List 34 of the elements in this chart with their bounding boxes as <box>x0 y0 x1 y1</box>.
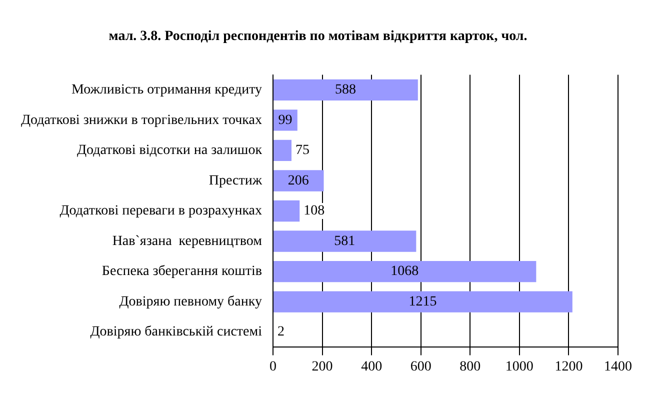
y-tick-label: Додаткові переваги в розрахунках <box>60 204 262 219</box>
data-label: 206 <box>288 173 309 188</box>
chart-title: мал. 3.8. Росподіл респондентів по мотівам відкриття карток, чол. <box>108 29 528 44</box>
bar <box>274 200 300 222</box>
x-tick-label: 0 <box>270 359 276 374</box>
x-tick-label: 400 <box>361 359 382 374</box>
x-tick-label: 1400 <box>604 359 632 374</box>
y-tick-label: Додаткові знижки в торгівельних точках <box>20 112 262 128</box>
data-label: 99 <box>278 112 292 128</box>
y-tick-label: Довіряю банківській системі <box>90 324 262 340</box>
y-tick-label: Додаткові відсотки на залишок <box>76 143 262 158</box>
data-label: 581 <box>334 234 356 249</box>
x-tick-label: 1200 <box>554 359 583 374</box>
bar <box>274 291 572 312</box>
data-label: 1068 <box>390 264 419 280</box>
data-label: 1215 <box>408 294 437 310</box>
data-label: 588 <box>334 82 356 98</box>
y-tick-label: Престиж <box>208 173 262 188</box>
x-tick-label: 800 <box>460 359 481 374</box>
bar <box>274 140 292 162</box>
bar <box>274 79 418 101</box>
bar <box>274 170 324 192</box>
x-tick-label: 600 <box>410 359 432 374</box>
y-tick-label: Беспека зберегання коштів <box>102 264 262 280</box>
x-tick-label: 1000 <box>505 359 534 374</box>
data-label: 75 <box>295 143 310 158</box>
bar <box>274 260 536 282</box>
y-tick-label: Можливість отримання кредиту <box>72 82 262 98</box>
bar <box>274 230 416 252</box>
y-tick-label: Нав`язана керевництвом <box>112 234 262 249</box>
y-tick-label: Довіряю певному банку <box>119 294 262 310</box>
data-label: 108 <box>304 204 325 219</box>
x-tick-label: 200 <box>312 359 333 374</box>
data-label: 2 <box>277 324 284 340</box>
